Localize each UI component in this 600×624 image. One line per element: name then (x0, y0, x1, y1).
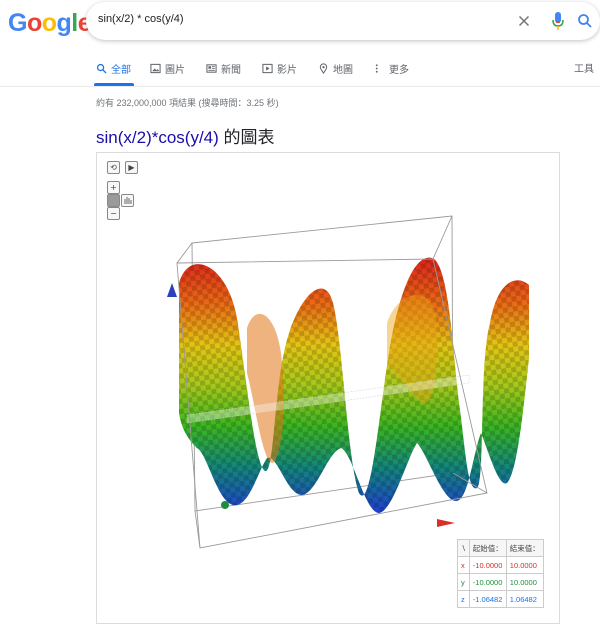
tab-label: 地圖 (333, 64, 353, 76)
search-tabs: 全部 圖片 新聞 影片 地圖 更多 工具 (0, 56, 600, 87)
graph-card[interactable]: ⟲ ▶ + − ∖ 起始值： 結束值： x -10.0000 10.0000 y… (96, 152, 560, 624)
active-tab-indicator (94, 83, 134, 86)
result-title: sin(x/2)*cos(y/4) 的圖表 (96, 123, 275, 148)
tab-images[interactable]: 圖片 (150, 60, 185, 76)
play-button[interactable]: ▶ (125, 161, 138, 174)
tools-button[interactable]: 工具 (574, 64, 594, 75)
video-icon (262, 63, 273, 73)
x-axis-arrow (437, 519, 455, 527)
x-start-field[interactable]: -10.0000 (468, 556, 507, 574)
mic-icon[interactable] (551, 11, 565, 31)
axis-range-table: ∖ 起始值： 結束值： x -10.0000 10.0000 y -10.000… (457, 539, 544, 608)
start-header: 起始值： (468, 539, 507, 557)
image-icon (150, 63, 161, 73)
map-pin-icon (319, 62, 328, 74)
axis-label: x (457, 556, 470, 574)
header: Google sin(x/2) * cos(y/4) (0, 0, 600, 44)
tab-maps[interactable]: 地圖 (318, 60, 353, 76)
y-end-field[interactable]: 10.0000 (505, 573, 544, 591)
search-input[interactable]: sin(x/2) * cos(y/4) (98, 13, 184, 25)
y-start-field[interactable]: -10.0000 (468, 573, 507, 591)
logo-letter-g: G (8, 9, 27, 37)
more-icon (375, 63, 378, 73)
zoom-in-button[interactable]: + (107, 181, 120, 194)
reload-button[interactable]: ⟲ (107, 161, 120, 174)
tab-label: 圖片 (165, 64, 185, 76)
graph-title-link[interactable]: sin(x/2)*cos(y/4) (96, 128, 219, 147)
axis-label: y (457, 573, 470, 591)
logo-letter-g2: g (56, 9, 72, 37)
tab-videos[interactable]: 影片 (262, 60, 297, 76)
x-end-field[interactable]: 10.0000 (505, 556, 544, 574)
logo-letter-l: l (71, 9, 78, 37)
y-axis-marker (221, 501, 229, 509)
logo-letter-o2: o (41, 9, 57, 37)
tab-label: 全部 (111, 64, 131, 76)
axis-header: ∖ (457, 539, 470, 557)
zoom-out-button[interactable]: − (107, 207, 120, 220)
rotate-mode-button[interactable] (107, 194, 120, 207)
tab-all[interactable]: 全部 (96, 60, 131, 76)
search-box[interactable]: sin(x/2) * cos(y/4) (86, 2, 600, 40)
z-axis-arrow (167, 283, 177, 297)
tab-more[interactable]: 更多 (374, 60, 409, 76)
news-icon (206, 63, 217, 73)
table-header-row: ∖ 起始值： 結束值： (457, 539, 544, 557)
surface-mesh (179, 257, 529, 513)
zero-plane (186, 374, 470, 424)
close-icon[interactable] (515, 12, 533, 30)
table-row-y: y -10.0000 10.0000 (457, 573, 544, 591)
surface-plot[interactable] (97, 153, 559, 623)
tab-label: 更多 (389, 64, 409, 76)
tab-label: 影片 (277, 64, 297, 76)
tab-news[interactable]: 新聞 (206, 60, 241, 76)
google-logo[interactable]: Google (8, 9, 92, 37)
search-icon[interactable] (576, 12, 594, 30)
table-row-x: x -10.0000 10.0000 (457, 556, 544, 574)
end-header: 結束值： (505, 539, 544, 557)
logo-letter-o1: o (26, 9, 42, 37)
hand-icon (124, 197, 132, 204)
result-stats: 約有 232,000,000 項結果 (搜尋時間：3.25 秒) (96, 98, 279, 108)
tab-label: 新聞 (221, 64, 241, 76)
pan-mode-button[interactable] (121, 194, 134, 207)
search-icon (96, 63, 107, 74)
bounding-box-front (176, 258, 488, 549)
graph-title-suffix: 的圖表 (223, 128, 275, 147)
